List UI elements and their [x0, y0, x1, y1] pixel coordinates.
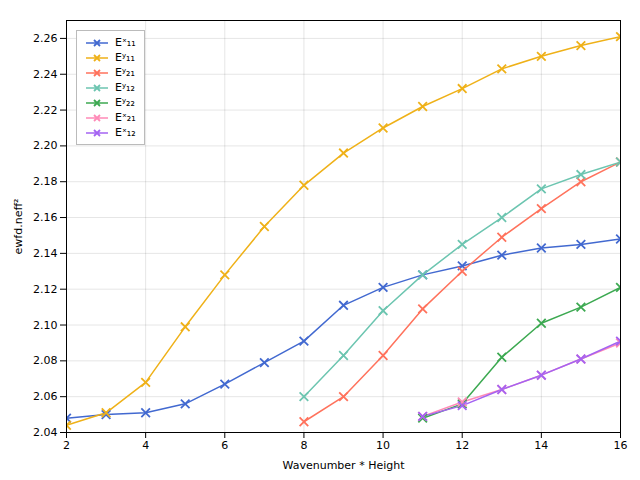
- svg-text:14: 14: [534, 439, 548, 452]
- html-text:Eˣ₂₁: Eˣ₂₁: [115, 111, 136, 124]
- svg-text:ewfd.neff²: ewfd.neff²: [12, 199, 25, 255]
- svg-text:2.12: 2.12: [33, 283, 58, 296]
- svg-text:2.22: 2.22: [33, 104, 58, 117]
- svg-text:2.04: 2.04: [33, 426, 58, 439]
- svg-text:2: 2: [63, 439, 70, 452]
- svg-text:6: 6: [221, 439, 228, 452]
- svg-text:10: 10: [376, 439, 390, 452]
- svg-text:2.08: 2.08: [33, 354, 58, 367]
- svg-text:2.06: 2.06: [33, 390, 58, 403]
- svg-text:2.26: 2.26: [33, 32, 58, 45]
- svg-text:8: 8: [300, 439, 307, 452]
- svg-text:2.16: 2.16: [33, 211, 58, 224]
- svg-text:4: 4: [142, 439, 149, 452]
- svg-text:12: 12: [455, 439, 469, 452]
- html-text:Eʸ₁₂: Eʸ₁₂: [115, 81, 135, 94]
- svg-text:2.10: 2.10: [33, 319, 58, 332]
- html-text:Eʸ₁₁: Eʸ₁₁: [115, 51, 135, 64]
- html-text:Eˣ₁₁: Eˣ₁₁: [115, 36, 136, 49]
- svg-text:16: 16: [614, 439, 628, 452]
- svg-text:2.24: 2.24: [33, 68, 58, 81]
- svg-text:2.18: 2.18: [33, 175, 58, 188]
- html-text:Eʸ₂₁: Eʸ₂₁: [115, 66, 135, 79]
- html-text:Eʸ₂₂: Eʸ₂₂: [115, 96, 135, 109]
- svg-text:Wavenumber * Height: Wavenumber * Height: [283, 459, 406, 472]
- svg-text:2.20: 2.20: [33, 139, 58, 152]
- html-text:Eˣ₁₂: Eˣ₁₂: [115, 126, 136, 139]
- svg-text:2.14: 2.14: [33, 247, 58, 260]
